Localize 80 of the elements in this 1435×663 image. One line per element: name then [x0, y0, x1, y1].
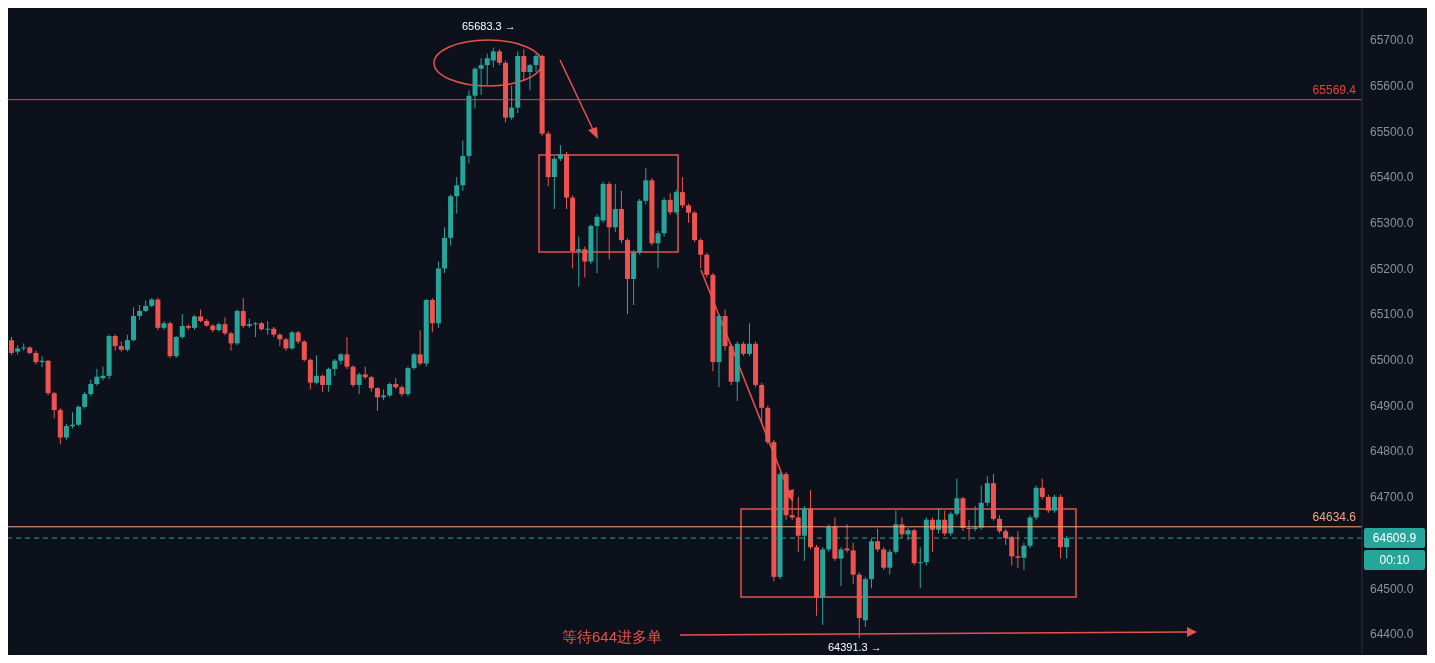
candlestick	[509, 85, 515, 121]
candlestick	[746, 322, 752, 357]
y-tick-label: 65500.0	[1370, 124, 1414, 139]
y-tick-label: 65700.0	[1370, 33, 1414, 48]
candlestick	[1039, 478, 1045, 500]
y-tick-label: 64500.0	[1370, 581, 1414, 596]
annotation: 65683.3 →	[461, 19, 516, 32]
candlestick	[1009, 535, 1015, 566]
candlestick	[265, 320, 271, 336]
candlestick	[966, 519, 972, 541]
candlestick	[582, 246, 588, 279]
candlestick	[21, 342, 27, 352]
y-tick-label: 65600.0	[1370, 78, 1414, 93]
candlestick	[1051, 494, 1057, 514]
candlestick	[948, 511, 954, 537]
candlestick	[51, 391, 57, 419]
candlestick	[344, 336, 350, 370]
candlestick	[954, 478, 960, 517]
candlestick	[9, 336, 14, 356]
candlestick	[527, 63, 533, 91]
y-tick-label: 64800.0	[1370, 444, 1414, 459]
candlestick	[1021, 542, 1027, 571]
candlestick	[838, 546, 844, 587]
candlestick	[76, 405, 82, 427]
candlestick	[929, 516, 935, 553]
candlestick	[551, 156, 557, 210]
candlestick	[228, 331, 234, 352]
candlestick	[795, 496, 801, 553]
candlestick	[240, 297, 246, 329]
y-tick-label: 64400.0	[1370, 627, 1414, 642]
candlestick	[1015, 530, 1021, 569]
candlestick	[301, 339, 307, 363]
candlestick	[521, 48, 527, 82]
candlestick	[887, 548, 893, 576]
candlestick	[307, 357, 313, 391]
candlestick	[759, 382, 765, 425]
y-tick-label: 65000.0	[1370, 353, 1414, 368]
candlestick	[1045, 494, 1051, 514]
text: 00:10	[1379, 553, 1410, 568]
ref-line-label: 64609.9	[1372, 531, 1417, 546]
candlestick	[881, 546, 887, 571]
candlestick	[222, 316, 228, 336]
candlestick	[374, 386, 380, 412]
candlestick	[655, 230, 661, 269]
candlestick	[875, 528, 881, 553]
candlestick	[704, 252, 710, 279]
candlestick	[936, 507, 942, 534]
candlestick	[429, 297, 435, 333]
candlestick	[289, 330, 295, 351]
candlestick	[612, 183, 618, 233]
y-tick-label: 64700.0	[1370, 490, 1414, 505]
candlestick	[917, 546, 923, 589]
candlestick	[173, 335, 179, 359]
ref-line-label: 64634.6	[1312, 509, 1357, 524]
candlestick	[576, 235, 582, 288]
candlestick	[698, 237, 704, 269]
y-tick-label: 65300.0	[1370, 216, 1414, 231]
candlestick	[252, 321, 258, 338]
candlestick	[643, 167, 649, 205]
y-tick-label: 65400.0	[1370, 170, 1414, 185]
y-tick-label: 65200.0	[1370, 261, 1414, 276]
y-tick-label: 64900.0	[1370, 398, 1414, 413]
candlestick	[984, 475, 990, 507]
candlestick	[478, 57, 484, 96]
annotation: 64391.3 →	[827, 640, 882, 653]
candlestick	[417, 329, 423, 366]
annotation: 等待644进多单	[562, 628, 663, 645]
candlestick	[686, 203, 691, 224]
candlestick	[350, 364, 356, 388]
y-tick-label: 65100.0	[1370, 307, 1414, 322]
candlestick	[667, 192, 673, 216]
ref-line-label: 65569.4	[1312, 82, 1357, 97]
candlestick	[179, 313, 185, 340]
candlestick	[356, 372, 362, 395]
candlestick	[454, 176, 460, 215]
candlestick	[326, 367, 332, 393]
candlestick	[533, 53, 539, 73]
candlestick	[679, 176, 685, 209]
candlestick	[313, 354, 319, 385]
candlestick	[673, 189, 679, 216]
